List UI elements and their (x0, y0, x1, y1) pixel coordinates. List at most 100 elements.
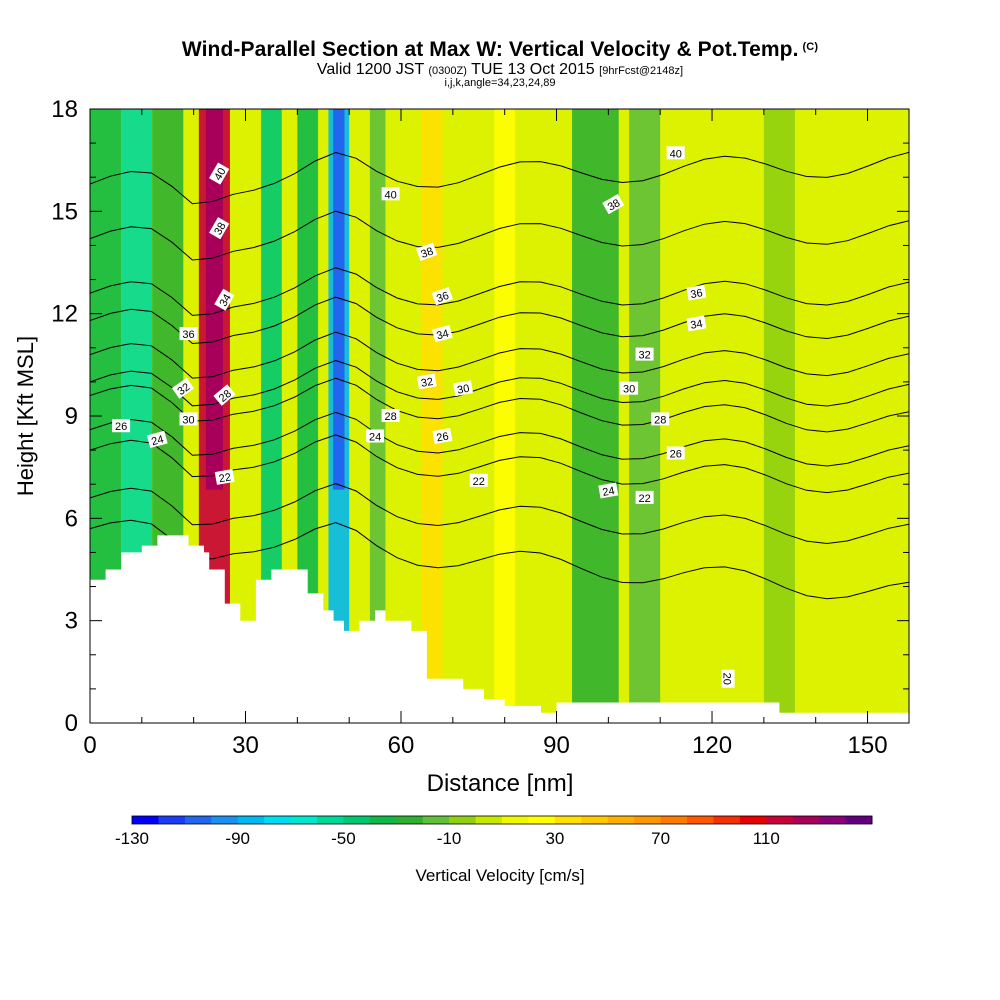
section-params: i,j,k,angle=34,23,24,89 (444, 77, 556, 89)
contour-label: 36 (179, 327, 198, 341)
contour-label-text: 36 (690, 287, 704, 301)
contour-label-box (146, 430, 168, 449)
colorbar-swatch (554, 816, 582, 824)
colorbar-swatch (369, 816, 397, 824)
colorbar-swatch (739, 816, 767, 824)
velocity-band (421, 109, 443, 723)
x-tick-label: 120 (692, 732, 732, 759)
contour-label: 38 (602, 193, 625, 215)
contour-label-text: 28 (384, 411, 396, 423)
theta-contour (90, 483, 909, 545)
contour-label-box (453, 380, 474, 397)
colorbar-swatch (502, 816, 529, 824)
contour-label: 40 (666, 146, 685, 160)
contour-label: 24 (366, 429, 385, 444)
contour-label: 28 (381, 409, 400, 423)
contour-label-text: 22 (638, 493, 650, 505)
contour-label: 28 (651, 412, 670, 426)
contour-label: 36 (686, 284, 707, 301)
contour-label-text: 24 (150, 433, 165, 448)
valid-time-jst: Valid 1200 JST (316, 61, 424, 78)
theta-contour (90, 267, 909, 316)
contour-label-text: 34 (435, 328, 450, 343)
y-tick-label: 6 (65, 505, 78, 532)
colorbar-frame (131, 815, 873, 825)
colorbar-swatch (237, 816, 265, 824)
x-tick-label: 150 (848, 732, 888, 759)
copyright-mark: (C) (802, 41, 819, 53)
contour-label: 30 (179, 412, 198, 426)
contour-label-box (469, 473, 488, 487)
y-tick-label: 18 (51, 96, 78, 123)
forecast-info: [9hrFcst@2148z] (599, 65, 684, 77)
colorbar-swatch (766, 816, 794, 824)
contour-label-box (171, 377, 195, 399)
colorbar-swatch (290, 816, 318, 824)
contour-label-text: 40 (212, 166, 229, 183)
contour-label: 32 (171, 377, 195, 399)
colorbar-swatch (475, 816, 503, 824)
contour-label-text: 30 (623, 384, 635, 396)
x-tick-label: 30 (232, 732, 259, 759)
x-tick-label: 60 (388, 732, 415, 759)
colorbar-swatch (581, 816, 609, 824)
y-tick-label: 9 (65, 403, 78, 430)
contour-label-text: 38 (419, 246, 435, 261)
contour-label: 22 (469, 473, 488, 488)
theta-contour (90, 411, 909, 467)
contour-label-text: 32 (638, 350, 650, 362)
contour-label: 34 (214, 288, 235, 311)
theta-contour (90, 210, 909, 261)
contour-label-box (179, 412, 198, 426)
contour-label-box (432, 428, 453, 444)
colorbar-swatch (132, 816, 159, 824)
contour-label-text: 20 (721, 673, 733, 685)
contour-label-text: 38 (212, 221, 229, 238)
theta-contour (90, 377, 909, 433)
contour-label-text: 28 (654, 414, 666, 426)
colorbar-swatch (422, 816, 450, 824)
contour-label-text: 40 (670, 148, 682, 160)
contour-label-box (686, 315, 707, 332)
contour-label: 32 (635, 347, 654, 362)
colorbar-swatch (607, 816, 635, 824)
contour-label: 32 (416, 373, 437, 390)
contour-label-text: 40 (384, 189, 396, 201)
colorbar-swatch (211, 816, 239, 824)
colorbar-swatch (184, 816, 212, 824)
theta-contour (90, 519, 909, 600)
colorbar-swatch (343, 816, 371, 824)
contour-label-box (416, 242, 438, 262)
contour-label-box (721, 669, 735, 688)
chart-subtitle: Valid 1200 JST (0300Z) TUE 13 Oct 2015 [… (0, 61, 1000, 79)
x-tick-label: 90 (543, 732, 570, 759)
contour-label: 40 (209, 162, 230, 185)
contour-label: 26 (666, 446, 685, 461)
contour-label: 22 (635, 490, 654, 505)
colorbar-label: Vertical Velocity [cm/s] (415, 866, 584, 885)
contour-label-box (666, 446, 685, 460)
colorbar-tick-label: 30 (545, 829, 564, 848)
colorbar-tick-label: 70 (651, 829, 670, 848)
valid-date: TUE 13 Oct 2015 (471, 61, 595, 78)
chart-title-text: Wind-Parallel Section at Max W: Vertical… (181, 38, 799, 61)
contour-label: 38 (416, 242, 438, 262)
contour-label-text: 32 (420, 376, 434, 390)
contour-labels: 40 38 34 36 32 28 30 26 24 22 40 38 36 34 32 30 28 24 26 22… (112, 146, 735, 688)
contour-label-text: 34 (217, 292, 234, 309)
contour-label-box (620, 381, 639, 395)
velocity-band (369, 109, 386, 723)
contour-label: 30 (453, 380, 474, 397)
contour-label-box (666, 146, 685, 160)
contour-label-box (214, 288, 235, 311)
valid-time-utc: (0300Z) (428, 65, 467, 77)
contour-label-box (651, 412, 670, 426)
contour-label-box (431, 325, 453, 343)
theta-contour (90, 331, 909, 379)
colorbar-swatch (687, 816, 714, 824)
contour-label-text: 22 (218, 471, 232, 485)
chart-title: Wind-Parallel Section at Max W: Vertical… (0, 38, 1000, 62)
contour-label-text: 36 (182, 329, 194, 341)
contour-label-text: 26 (115, 421, 127, 433)
contour-label-box (602, 193, 625, 215)
